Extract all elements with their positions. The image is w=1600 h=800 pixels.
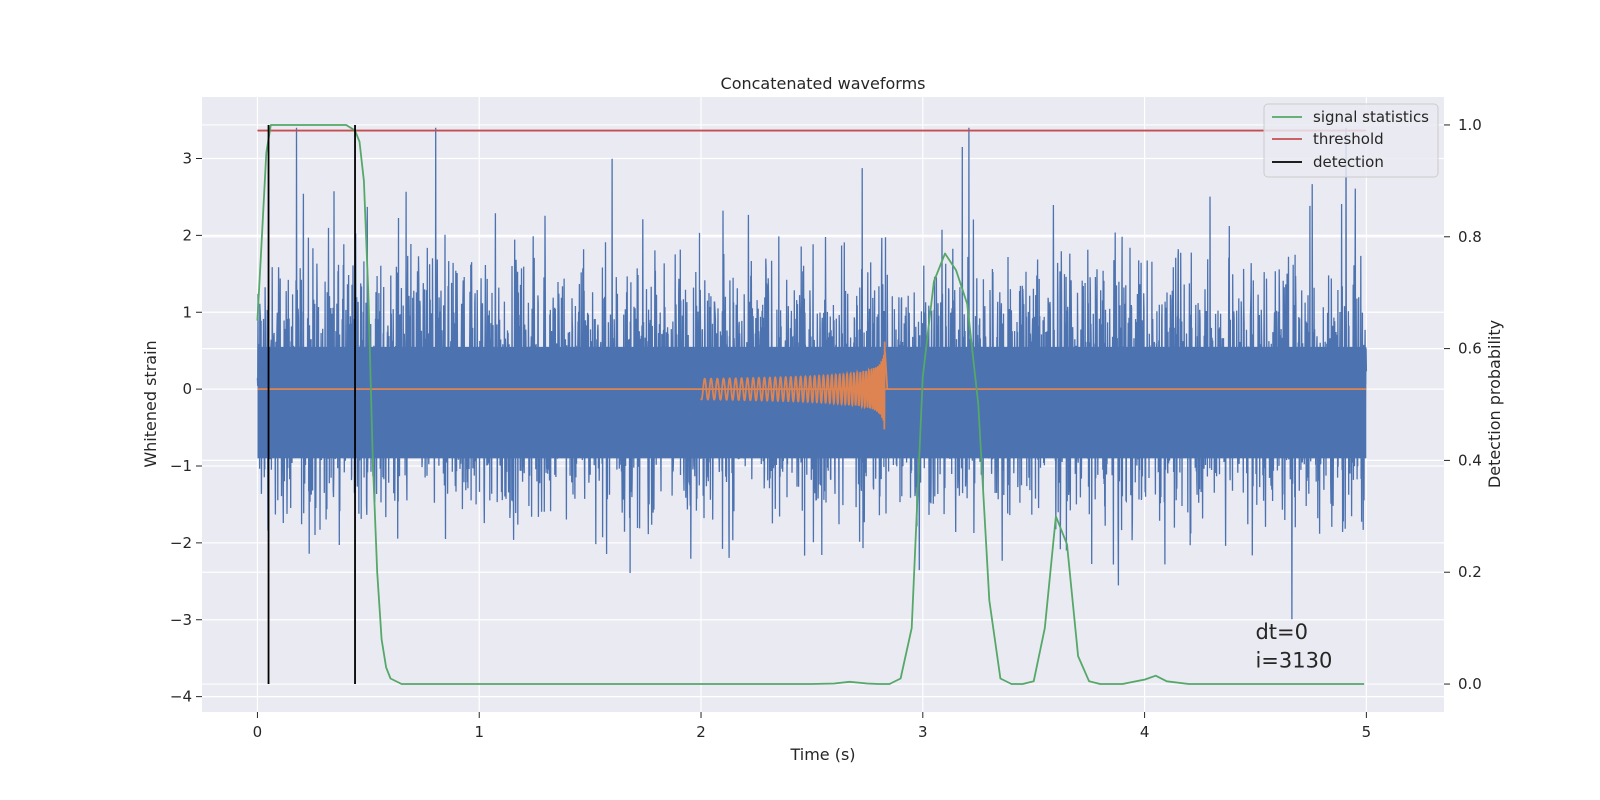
- y-tick-label: 0: [182, 380, 192, 398]
- y2-tick-label: 0.6: [1458, 340, 1482, 358]
- x-tick-label: 1: [474, 723, 484, 741]
- chirp-line: [700, 341, 889, 430]
- chart-title: Concatenated waveforms: [721, 74, 926, 93]
- signal-statistics-line: [256, 124, 1365, 685]
- y-tick-label: −4: [170, 688, 192, 706]
- signal-statistics-series: [256, 124, 1365, 685]
- y-tick-label: −3: [170, 611, 192, 629]
- x-tick-label: 0: [253, 723, 263, 741]
- annotation-dt: dt=0: [1255, 620, 1308, 644]
- legend: signal statistics threshold detection: [1263, 103, 1439, 178]
- x-axis-label: Time (s): [789, 745, 855, 764]
- detection-series: [267, 124, 356, 685]
- x-tick-label: 4: [1140, 723, 1150, 741]
- y2-axis-label: Detection probability: [1485, 320, 1504, 488]
- annotation-index: i=3130: [1255, 648, 1332, 672]
- y-tick-label: 3: [182, 150, 192, 168]
- y-tick-label: 2: [182, 226, 192, 244]
- y-tick-label: 1: [182, 303, 192, 321]
- y-tick-label: −2: [170, 534, 192, 552]
- x-tick-label: 2: [696, 723, 706, 741]
- y-axis-label: Whitened strain: [141, 340, 160, 467]
- y2-tick-label: 0.8: [1458, 228, 1482, 246]
- y2-tick-label: 0.2: [1458, 563, 1482, 581]
- y2-tick-label: 0.0: [1458, 675, 1482, 693]
- axis-ticks: 0 1 2 3 4 5 −4 −3 −2 −1 0 1 2 3 0.0 0.2 0.4 0.6 0.8 1.0: [170, 116, 1482, 741]
- legend-label-detection: detection: [1313, 153, 1384, 171]
- chirp-series: [257, 341, 1367, 430]
- x-tick-label: 3: [918, 723, 928, 741]
- y2-tick-label: 0.4: [1458, 451, 1482, 469]
- legend-label-threshold: threshold: [1313, 130, 1384, 148]
- legend-label-signal-statistics: signal statistics: [1313, 108, 1429, 126]
- y-tick-label: −1: [170, 457, 192, 475]
- x-tick-label: 5: [1362, 723, 1372, 741]
- y2-tick-label: 1.0: [1458, 116, 1482, 134]
- legend-box: [1263, 103, 1439, 178]
